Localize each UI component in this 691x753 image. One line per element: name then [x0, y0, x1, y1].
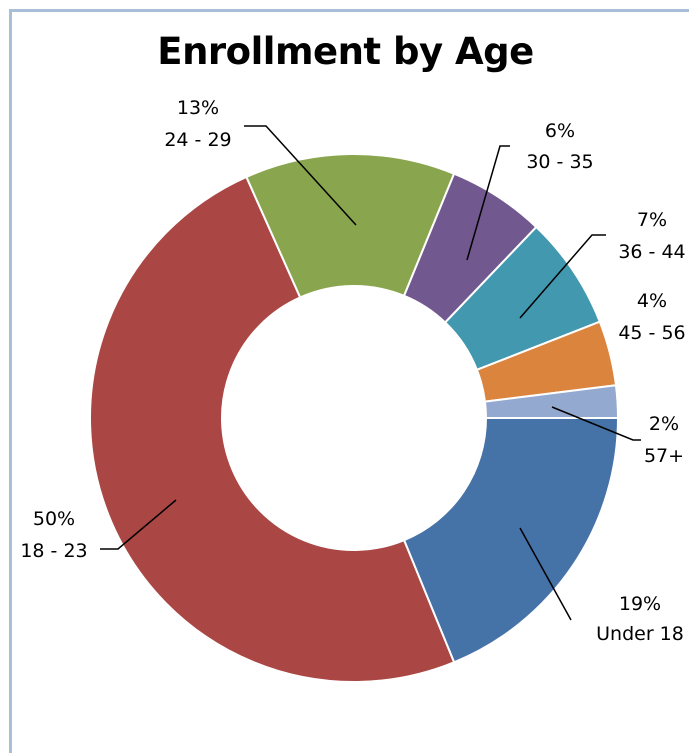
slice-category-label: 36 - 44	[618, 241, 685, 263]
slice-percent-label: 19%	[619, 593, 661, 615]
slice-category-label: 24 - 29	[164, 129, 231, 151]
leader-line	[551, 406, 641, 441]
slice-percent-label: 2%	[649, 413, 679, 435]
chart-title: Enrollment by Age	[157, 30, 534, 73]
slice-percent-label: 13%	[177, 97, 219, 119]
slice-category-label: 45 - 56	[618, 322, 685, 344]
leader-line	[100, 499, 177, 550]
slice-under-18	[402, 417, 620, 664]
slices	[89, 153, 620, 683]
slice-category-label: Under 18	[596, 623, 684, 645]
slice-57	[483, 384, 620, 419]
slice-category-label: 18 - 23	[20, 540, 87, 562]
leader-line	[466, 145, 510, 261]
slice-percent-label: 6%	[545, 120, 575, 142]
leader-line	[519, 527, 572, 621]
leader-line	[519, 234, 606, 319]
slice-percent-label: 4%	[637, 290, 667, 312]
leader-line	[244, 125, 357, 226]
slice-labels: 19% Under 18 50% 18 - 23 13% 24 - 29 6% 30 - 35…	[20, 97, 685, 645]
slice-category-label: 57+	[644, 445, 684, 467]
slice-percent-label: 7%	[637, 209, 667, 231]
slice-percent-label: 50%	[33, 508, 75, 530]
slice-18-23	[89, 175, 456, 683]
slice-category-label: 30 - 35	[526, 151, 593, 173]
leader-lines	[100, 125, 641, 621]
